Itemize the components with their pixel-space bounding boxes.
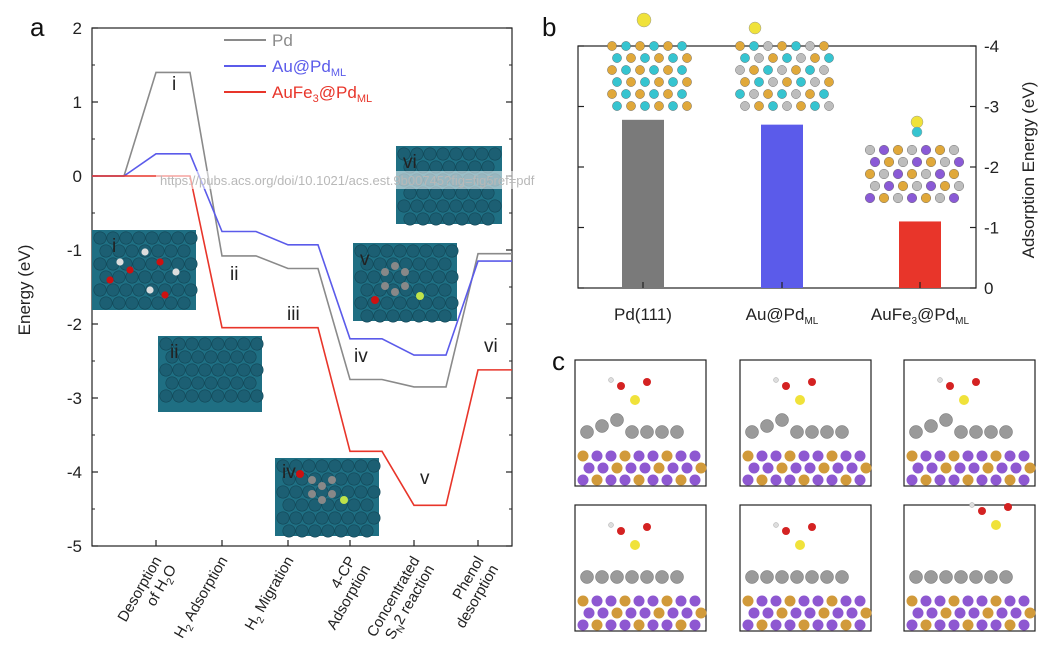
adsorption-y-tick-label: 0	[984, 279, 993, 298]
structure-snapshot	[574, 504, 707, 632]
structure-cluster-pd	[607, 12, 692, 111]
roman-label-v: v	[420, 468, 430, 489]
roman-label-i: i	[172, 74, 176, 95]
adsorption-y-tick-label: -2	[984, 158, 999, 177]
inset-label-i: i	[112, 236, 116, 257]
energy-y-axis-label: Energy (eV)	[15, 245, 34, 336]
roman-label-vi: vi	[484, 336, 498, 357]
energy-y-axis: 2 1 0 -1 -2 -3 -4 -5	[67, 19, 512, 556]
energy-y-tick-label: -5	[67, 537, 82, 556]
roman-label-iv: iv	[354, 346, 368, 367]
panel-label-c: c	[552, 346, 565, 376]
adsorption-y-axis-label: Adsorption Energy (eV)	[1019, 82, 1038, 259]
structure-snapshot	[903, 502, 1036, 632]
panel-label-a: a	[30, 12, 45, 42]
svg-text:H2 Adsorption: H2 Adsorption	[171, 554, 234, 643]
energy-y-tick-label: -2	[67, 315, 82, 334]
inset-label-ii: ii	[170, 342, 178, 363]
energy-x-tick-label: H2 Adsorption	[171, 554, 234, 643]
structure-snapshot-grid	[574, 359, 1036, 632]
svg-text:H2 Migration: H2 Migration	[242, 554, 300, 635]
adsorption-y-tick-label: -3	[984, 98, 999, 117]
structure-inset-i: i	[92, 230, 198, 310]
energy-y-tick-label: -4	[67, 463, 82, 482]
energy-x-tick-label: H2 Migration	[242, 554, 300, 635]
structure-inset-ii: ii	[158, 336, 264, 412]
energy-y-tick-label: 0	[73, 167, 82, 186]
adsorption-x-tick-label: AuFe3@PdML	[871, 305, 970, 327]
adsorption-bars	[622, 119, 941, 289]
legend-entry: Pd	[272, 31, 293, 50]
energy-y-tick-label: 1	[73, 93, 82, 112]
roman-label-iii: iii	[287, 304, 300, 325]
watermark: https://pubs.acs.org/doi/10.1021/acs.est…	[156, 171, 662, 189]
structure-snapshot	[574, 359, 707, 487]
energy-series-line	[92, 71, 512, 388]
panel-label-b: b	[542, 12, 556, 42]
structure-snapshot	[903, 359, 1036, 487]
legend-entry: AuFe3@PdML	[272, 83, 372, 105]
adsorption-x-axis: Pd(111) Au@PdML AuFe3@PdML	[614, 282, 970, 327]
adsorption-bar	[899, 221, 941, 288]
adsorption-chart: -4 -3 -2 -1 0 Adsorption Energy (eV) Pd(111)…	[577, 12, 1038, 327]
energy-y-tick-label: -1	[67, 241, 82, 260]
structure-cluster-au	[735, 21, 834, 111]
legend-entry: Au@PdML	[272, 57, 346, 79]
adsorption-bar	[761, 124, 803, 289]
roman-label-ii: ii	[230, 264, 238, 285]
adsorption-bar	[622, 119, 664, 288]
adsorption-x-tick-label: Au@PdML	[746, 305, 819, 327]
inset-label-v: v	[360, 249, 370, 270]
energy-legend: Pd Au@PdML AuFe3@PdML	[224, 31, 372, 105]
structure-snapshot	[739, 504, 872, 632]
adsorption-y-tick-label: -1	[984, 219, 999, 238]
structure-inset-iv: iv	[275, 458, 381, 538]
energy-series-line	[92, 153, 512, 356]
adsorption-x-tick-label: Pd(111)	[614, 305, 672, 324]
structure-cluster-aufe	[865, 115, 965, 203]
adsorption-y-axis: -4 -3 -2 -1 0	[578, 37, 999, 298]
structure-inset-v: v	[353, 243, 459, 323]
adsorption-y-tick-label: -4	[984, 37, 999, 56]
structure-snapshot	[739, 359, 872, 487]
energy-y-tick-label: -3	[67, 389, 82, 408]
energy-y-tick-label: 2	[73, 19, 82, 38]
watermark-text: https://pubs.acs.org/doi/10.1021/acs.est…	[160, 173, 535, 188]
inset-label-iv: iv	[282, 462, 296, 483]
inset-label-vi: vi	[403, 152, 417, 173]
